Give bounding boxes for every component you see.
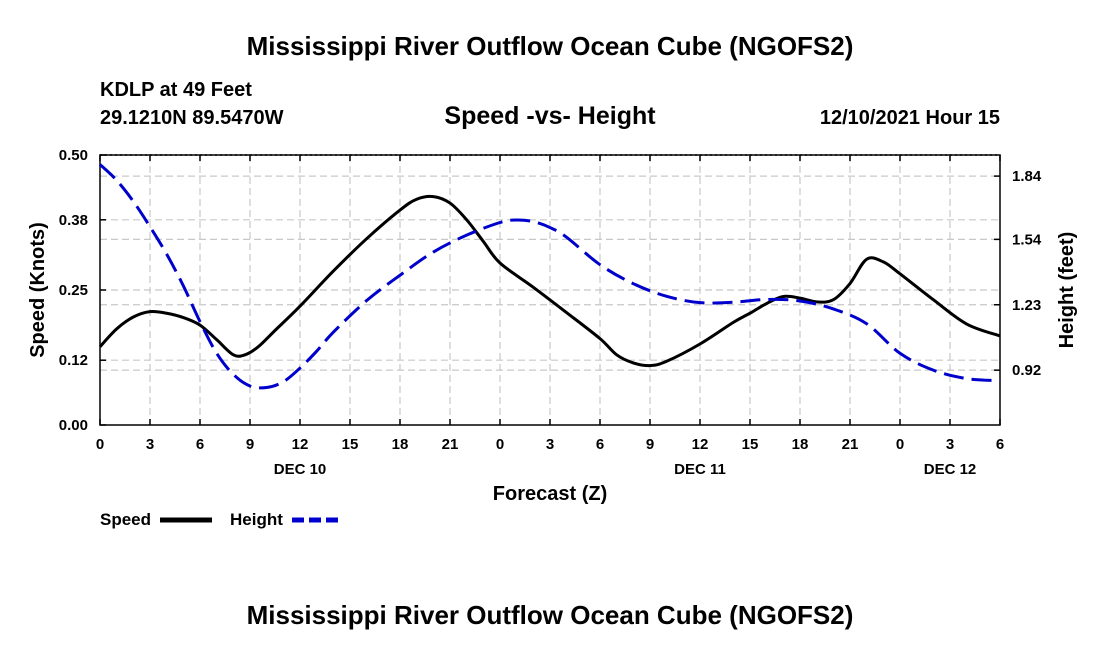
legend-speed-label: Speed	[100, 510, 151, 529]
x-tick-label: 9	[246, 436, 254, 453]
x-tick-label: 3	[546, 436, 554, 453]
grid-lines	[100, 155, 1000, 425]
x-tick-label: 6	[196, 436, 204, 453]
series-line-speed	[98, 194, 1001, 368]
footer-title: Mississippi River Outflow Ocean Cube (NG…	[247, 600, 854, 630]
y-left-tick-label: 0.50	[59, 147, 88, 164]
legend-height-label: Height	[230, 510, 283, 529]
y-axis-left-label: Speed (Knots)	[27, 222, 49, 358]
series-layer	[98, 163, 1001, 390]
x-tick-label: 15	[342, 436, 359, 453]
series-line-height	[98, 163, 1001, 390]
x-tick-label: 0	[496, 436, 504, 453]
x-tick-label: 21	[442, 436, 459, 453]
y-axis-right-label: Height (feet)	[1056, 232, 1078, 349]
x-tick-label: 0	[896, 436, 904, 453]
day-label: DEC 12	[924, 461, 977, 478]
datetime-label: 12/10/2021 Hour 15	[820, 107, 1000, 129]
y-axis-left: 0.00 0.12 0.25 0.38 0.50	[59, 147, 106, 434]
x-tick-label: 6	[996, 436, 1004, 453]
station-label: KDLP at 49 Feet	[100, 79, 252, 101]
x-axis: 0 3 6 9 12 15 18 21 0 3 6 9 12 15 18 21 0 3 6	[96, 155, 1004, 453]
y-right-tick-label: 0.92	[1012, 362, 1041, 379]
y-left-tick-label: 0.00	[59, 417, 88, 434]
x-tick-label: 3	[146, 436, 154, 453]
day-label: DEC 10	[274, 461, 327, 478]
x-tick-label: 0	[96, 436, 104, 453]
y-right-tick-label: 1.84	[1012, 168, 1042, 185]
y-right-tick-label: 1.23	[1012, 297, 1041, 314]
y-axis-right: 0.92 1.23 1.54 1.84	[994, 168, 1042, 379]
x-tick-label: 3	[946, 436, 954, 453]
y-left-tick-label: 0.12	[59, 352, 88, 369]
chart-title: Mississippi River Outflow Ocean Cube (NG…	[247, 31, 854, 61]
x-axis-label: Forecast (Z)	[493, 483, 607, 505]
chart-subtitle: Speed -vs- Height	[444, 102, 656, 130]
y-left-tick-label: 0.38	[59, 212, 88, 229]
y-left-tick-label: 0.25	[59, 282, 88, 299]
x-tick-label: 15	[742, 436, 759, 453]
day-labels: DEC 10 DEC 11 DEC 12	[274, 461, 977, 478]
x-tick-label: 21	[842, 436, 859, 453]
x-tick-label: 6	[596, 436, 604, 453]
day-label: DEC 11	[674, 461, 726, 478]
x-tick-label: 18	[392, 436, 409, 453]
coordinates-label: 29.1210N 89.5470W	[100, 107, 284, 129]
legend: Speed Height	[100, 510, 342, 529]
x-tick-label: 12	[692, 436, 709, 453]
y-right-tick-label: 1.54	[1012, 231, 1042, 248]
x-tick-label: 12	[292, 436, 309, 453]
x-tick-label: 9	[646, 436, 654, 453]
x-tick-label: 18	[792, 436, 809, 453]
